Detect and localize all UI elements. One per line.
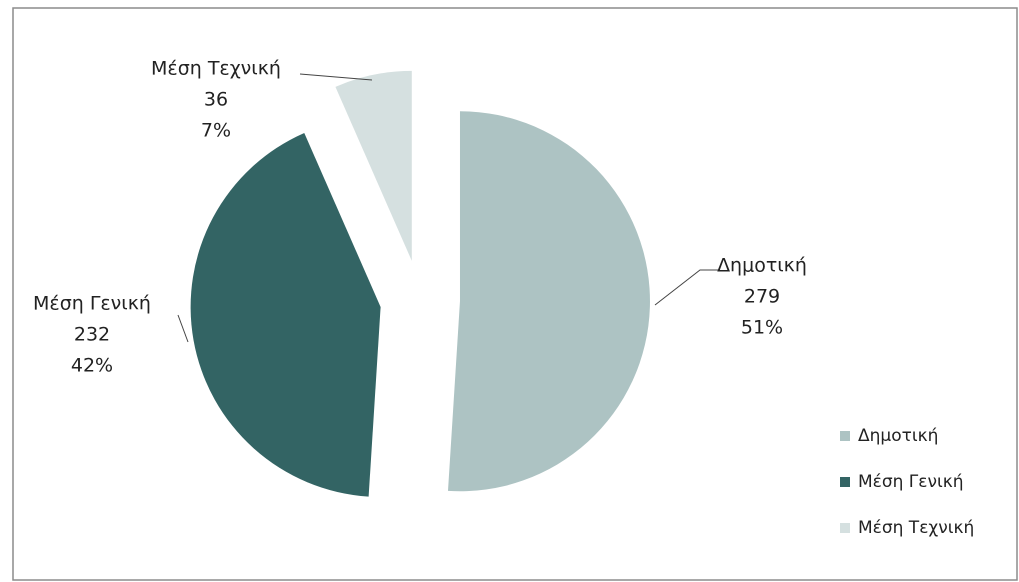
leader-line <box>654 269 720 306</box>
leader-line <box>177 314 189 343</box>
data-label-value: 36 <box>204 89 228 111</box>
data-label-value: 279 <box>744 286 780 308</box>
legend-swatch <box>840 477 850 487</box>
leader-line <box>299 73 373 81</box>
legend-label: Μέση Τεχνική <box>858 518 974 538</box>
legend-swatch <box>840 431 850 441</box>
legend-swatch <box>840 523 850 533</box>
legend-label: Δημοτική <box>858 426 938 446</box>
legend-label: Μέση Γενική <box>858 472 964 492</box>
pie-slice <box>335 70 412 261</box>
data-label-name: Μέση Γενική <box>33 293 151 315</box>
pie-slice <box>190 132 381 497</box>
data-label-percent: 51% <box>741 317 783 339</box>
pie-slice <box>447 111 650 492</box>
data-label-percent: 7% <box>201 120 231 142</box>
data-label-value: 232 <box>74 324 110 346</box>
data-label-percent: 42% <box>71 355 113 377</box>
data-label-name: Δημοτική <box>717 255 807 277</box>
data-label-name: Μέση Τεχνική <box>151 58 281 80</box>
